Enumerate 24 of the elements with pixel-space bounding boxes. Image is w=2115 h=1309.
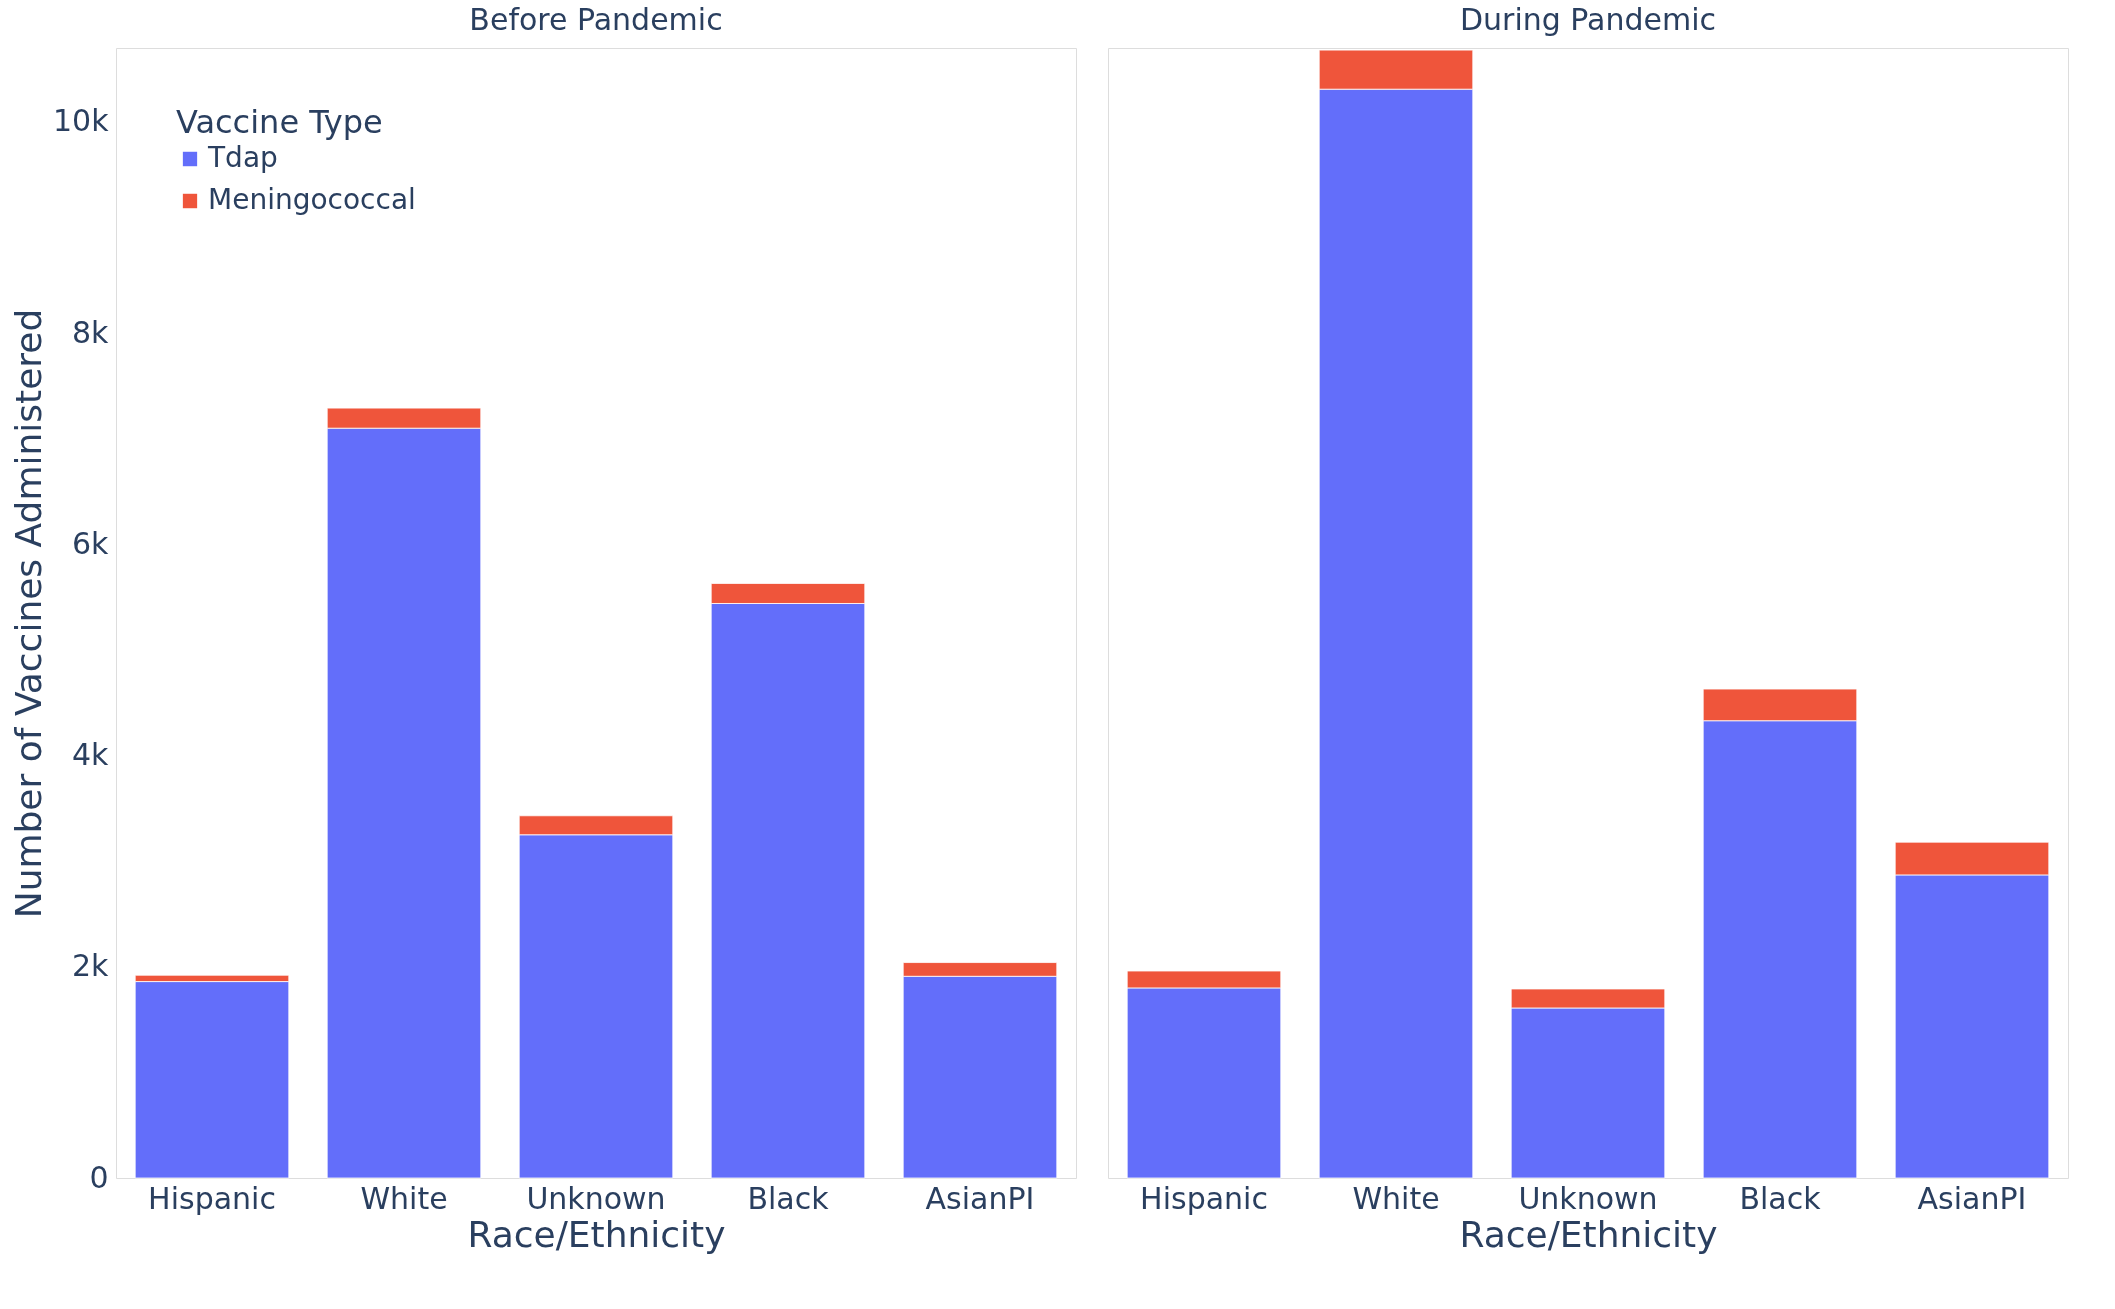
x-tick-label: Hispanic: [1140, 1180, 1268, 1216]
x-tick-label: AsianPI: [925, 1180, 1035, 1216]
x-tick-label: Unknown: [1518, 1180, 1658, 1216]
x-axis-title: Race/Ethnicity: [1459, 1213, 1718, 1255]
x-tick-label: Hispanic: [148, 1180, 276, 1216]
x-tick-label: White: [360, 1180, 448, 1216]
chart-title: During Pandemic: [1459, 2, 1717, 37]
legend-title: Vaccine Type: [176, 103, 383, 141]
x-tick-label: Black: [747, 1180, 830, 1216]
y-tick-label: 10k: [52, 103, 110, 139]
x-tick-label: White: [1352, 1180, 1440, 1216]
chart-title: Before Pandemic: [469, 2, 723, 37]
y-tick-label: 0: [89, 1159, 109, 1195]
legend-label: Meningococcal: [208, 183, 416, 216]
y-tick-label: 4k: [72, 737, 110, 773]
y-tick-label: 8k: [72, 314, 110, 350]
legend-label: Tdap: [207, 141, 278, 174]
x-axis-title: Race/Ethnicity: [467, 1213, 726, 1255]
y-tick-label: 2k: [72, 948, 110, 984]
x-tick-label: AsianPI: [1917, 1180, 2027, 1216]
y-tick-label: 6k: [72, 525, 110, 561]
y-axis-title: Number of Vaccines Administered: [7, 308, 49, 919]
x-tick-label: Unknown: [526, 1180, 666, 1216]
x-tick-label: Black: [1739, 1180, 1822, 1216]
